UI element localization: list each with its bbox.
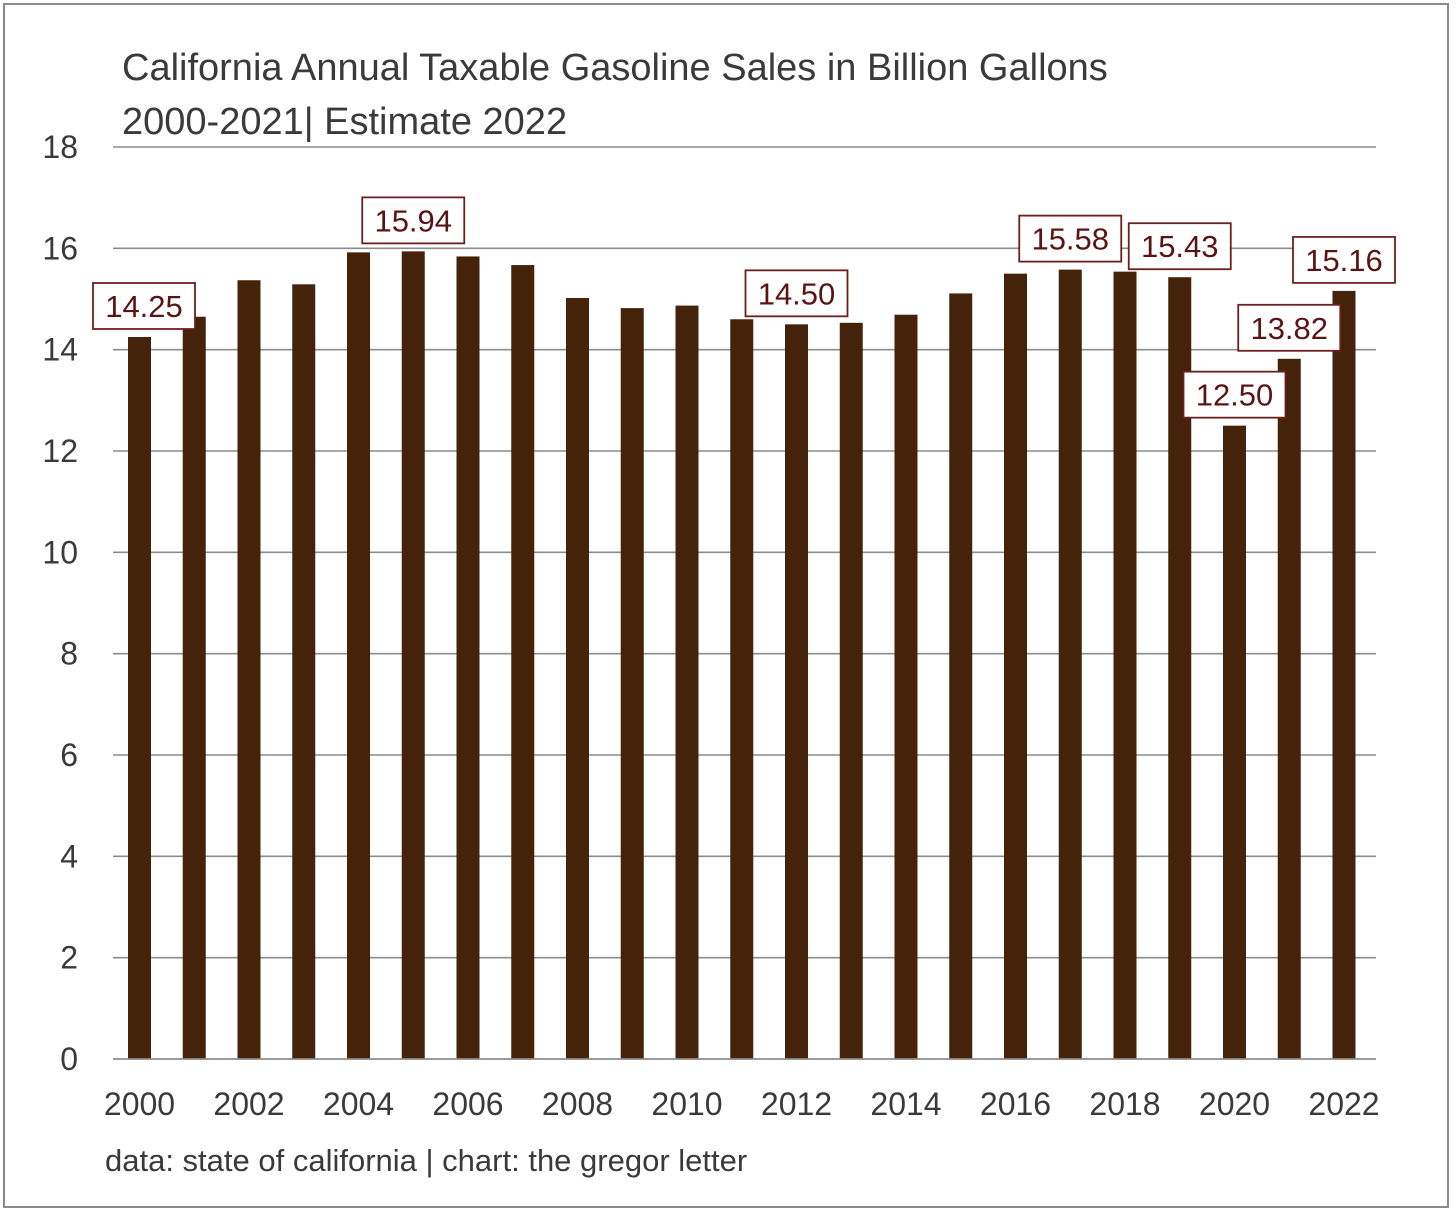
data-label-2005: 15.94: [361, 196, 466, 245]
bars: [128, 251, 1356, 1060]
y-tick-label-12: 12: [42, 433, 78, 469]
bar-2007: [511, 265, 535, 1059]
bar-2005: [401, 251, 425, 1059]
data-label-2020: 12.50: [1182, 370, 1287, 419]
data-label-box-2019: [1127, 222, 1232, 271]
y-tick-label-16: 16: [42, 230, 78, 266]
y-tick-label-6: 6: [60, 737, 78, 773]
bar-2012: [785, 324, 808, 1059]
bar-2019: [1168, 277, 1192, 1059]
data-label-2019: 15.43: [1127, 222, 1232, 271]
bar-2011: [730, 319, 754, 1059]
bar-2020: [1223, 425, 1246, 1060]
y-tick-label-10: 10: [42, 534, 78, 570]
data-label-box-2000: [92, 282, 196, 330]
bar-2003: [292, 284, 316, 1060]
x-tick-label-2012: 2012: [761, 1086, 832, 1122]
bar-2010: [675, 305, 699, 1059]
data-label-box-2020: [1182, 370, 1287, 419]
data-label-text-2020: 12.50: [1196, 378, 1274, 413]
source-note: data: state of california | chart: the g…: [105, 1143, 748, 1178]
x-tick-label-2002: 2002: [213, 1086, 284, 1122]
y-tick-label-14: 14: [42, 332, 78, 368]
bar-2016: [1004, 273, 1027, 1060]
x-tick-label-2006: 2006: [432, 1086, 503, 1122]
bar-2017: [1058, 269, 1082, 1059]
x-tick-label-2022: 2022: [1308, 1086, 1379, 1122]
data-label-box-2017: [1018, 214, 1123, 263]
data-label-box-2005: [361, 196, 466, 245]
data-label-text-2017: 15.58: [1031, 222, 1109, 257]
bar-2021: [1277, 358, 1301, 1060]
x-tick-label-2000: 2000: [104, 1086, 175, 1122]
x-tick-label-2008: 2008: [542, 1086, 613, 1122]
x-tick-label-2018: 2018: [1089, 1086, 1160, 1122]
data-label-text-2022: 15.16: [1305, 243, 1383, 278]
bar-2004: [347, 252, 370, 1060]
x-tick-label-2014: 2014: [870, 1086, 941, 1122]
y-tick-label-2: 2: [60, 940, 78, 976]
y-tick-label-18: 18: [42, 129, 78, 165]
data-label-text-2019: 15.43: [1141, 229, 1219, 264]
bar-2000: [128, 337, 151, 1059]
bar-2013: [839, 322, 863, 1059]
data-label-text-2021: 13.82: [1250, 311, 1328, 346]
data-label-2022: 15.16: [1292, 235, 1396, 284]
bar-2006: [456, 256, 480, 1059]
bar-2001: [182, 316, 206, 1059]
data-label-text-2012: 14.50: [758, 276, 836, 311]
data-label-box-2022: [1292, 235, 1396, 284]
bar-2018: [1113, 271, 1137, 1059]
data-label-2012: 14.50: [744, 269, 849, 318]
data-label-box-2012: [744, 269, 849, 318]
chart-subtitle: 2000-2021| Estimate 2022: [122, 101, 568, 143]
chart-title-block: California Annual Taxable Gasoline Sales…: [122, 41, 1108, 149]
x-tick-label-2010: 2010: [651, 1086, 722, 1122]
data-label-2017: 15.58: [1018, 214, 1123, 263]
y-tick-label-8: 8: [60, 636, 78, 672]
chart-title: California Annual Taxable Gasoline Sales…: [122, 47, 1108, 89]
bar-2009: [620, 308, 644, 1059]
bar-2008: [566, 297, 589, 1059]
data-label-text-2005: 15.94: [374, 203, 452, 238]
data-labels: 14.25 15.94 14.50 15.58 15.43 12.50 13.82 15.16: [92, 196, 1396, 419]
data-label-box-2021: [1237, 303, 1342, 352]
data-label-text-2000: 14.25: [105, 289, 183, 324]
bar-2022: [1332, 290, 1356, 1060]
x-tick-label-2016: 2016: [980, 1086, 1051, 1122]
data-label-2000: 14.25: [92, 282, 196, 330]
y-tick-label-4: 4: [60, 838, 78, 874]
x-axis-ticks: 2000 2002 2004 2006 2008 2010 2012 2014 2016 2018…: [104, 1086, 1380, 1122]
y-axis-ticks: 0 2 4 6 8 10 12 14 16 18: [42, 129, 78, 1077]
y-tick-label-0: 0: [60, 1041, 78, 1077]
bar-2015: [949, 293, 973, 1060]
bar-2002: [237, 280, 261, 1060]
x-tick-label-2020: 2020: [1199, 1086, 1270, 1122]
bar-2014: [894, 314, 918, 1059]
x-tick-label-2004: 2004: [323, 1086, 394, 1122]
data-label-2021: 13.82: [1237, 303, 1342, 352]
